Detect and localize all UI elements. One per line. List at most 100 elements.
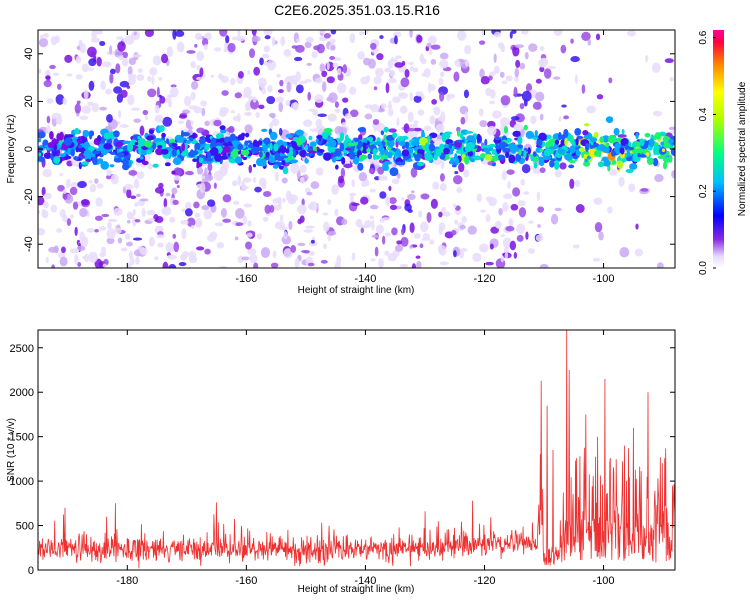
spectrogram-cell (168, 264, 177, 268)
spectrogram-cell (219, 30, 228, 37)
spectrogram-cell (285, 99, 291, 107)
spectrogram-cell (652, 110, 662, 117)
spectrogram-cell (176, 149, 180, 156)
spectrogram-cell (169, 86, 179, 98)
spectrogram-cell (268, 157, 277, 164)
spectrogram-cell (81, 161, 89, 166)
spectrogram-cell (394, 244, 404, 252)
spectrogram-cell (582, 129, 589, 136)
spectrogram-cell (499, 71, 505, 78)
spectrogram-cell (543, 148, 552, 158)
y-tick-label: 20 (23, 95, 35, 107)
spectrogram-cell (326, 61, 330, 71)
spectrogram-cell (41, 186, 46, 196)
spectrogram-cell (38, 227, 46, 236)
spectrogram-cell (172, 233, 177, 239)
spectrogram-cell (433, 154, 438, 161)
spectrogram-cell (480, 75, 490, 85)
spectrogram-cell (173, 241, 180, 253)
spectrogram-cell (439, 173, 445, 182)
spectrogram-cell (379, 218, 385, 223)
spectrogram-cell (661, 148, 666, 153)
spectrogram-cell (295, 129, 304, 136)
x-tick-label: -120 (473, 273, 495, 285)
spectrogram-cell (102, 263, 107, 268)
spectrogram-cell (512, 130, 521, 138)
spectrogram-cell (364, 113, 373, 120)
spectrogram-cell (521, 90, 532, 102)
spectrogram-cell (385, 196, 391, 206)
colorbar-tick-label: 0.6 (698, 30, 709, 44)
spectrogram-cell (76, 245, 86, 251)
spectrogram-cell (611, 160, 617, 165)
spectrogram-cell (464, 155, 470, 165)
spectrogram-cell (125, 233, 131, 240)
spectrogram-cell (330, 30, 337, 35)
spectrogram-cell (199, 67, 204, 77)
spectrogram-cell (583, 123, 590, 127)
spectrogram-cell (517, 144, 524, 149)
spectrogram-cell (106, 113, 113, 123)
spectrogram-cell (613, 127, 620, 136)
spectrogram-cell (240, 149, 250, 156)
spectrogram-cell (409, 92, 413, 102)
spectrogram-cell (80, 199, 90, 206)
spectrogram-cell (115, 63, 121, 74)
spectrogram-cell (314, 94, 324, 103)
spectrogram-cell (511, 30, 517, 34)
spectrogram-cell (282, 166, 289, 175)
spectrogram-cell (81, 105, 92, 114)
spectrogram-cell (272, 164, 279, 169)
spectrogram-cell (306, 191, 313, 196)
spectrogram-cell (378, 175, 388, 181)
spectrogram-cell (105, 174, 112, 180)
spectrogram-cell (214, 153, 222, 162)
spectrogram-cell (539, 167, 546, 174)
x-tick-label: -100 (593, 273, 615, 285)
spectrogram-cell (389, 204, 398, 211)
spectrogram-cell (311, 51, 318, 59)
spectrogram-cell (172, 157, 182, 166)
spectrogram-cell (569, 145, 576, 154)
spectrogram-cell (456, 139, 465, 143)
spectrogram-cell (171, 170, 176, 175)
spectrogram-cell (323, 127, 333, 134)
spectrogram-cell (118, 55, 125, 61)
spectrogram-cell (575, 137, 579, 146)
spectrogram-cell (306, 62, 312, 66)
spectrogram-cell (295, 71, 301, 82)
spectrogram-cell (391, 178, 400, 185)
spectrogram-cell (586, 155, 592, 160)
spectrogram-cell (144, 30, 154, 38)
spectrogram-cell (41, 208, 46, 218)
spectrogram-cell (358, 154, 368, 160)
spectrogram-cell (307, 91, 312, 101)
spectrogram-cell (77, 181, 87, 189)
spectrogram-cell (372, 148, 378, 156)
spectrogram-cell (241, 185, 249, 190)
spectrogram-cell (213, 182, 217, 189)
spectrogram-cell (491, 162, 496, 167)
spectrogram-cell (120, 89, 128, 98)
spectrogram-cell (193, 201, 200, 209)
spectrogram-cell (222, 218, 232, 223)
spectrogram-cell (410, 167, 418, 178)
spectrogram-cell (505, 225, 515, 232)
spectrogram-cell (321, 70, 328, 78)
spectrogram-cell (413, 95, 422, 103)
spectrogram-cell (264, 35, 271, 40)
spectrogram-cell (635, 223, 639, 230)
spectrogram-cell (514, 44, 524, 49)
spectrogram-cell (367, 153, 372, 160)
spectrogram-cell (188, 125, 193, 131)
spectrogram-cell (119, 80, 130, 88)
spectrogram-cell (261, 158, 267, 167)
spectrogram-cell (130, 107, 141, 111)
spectrogram-cell (249, 254, 258, 263)
spectrogram-cell (605, 142, 610, 148)
spectrogram-cell (500, 255, 505, 263)
spectrogram-cell (101, 61, 112, 68)
spectrogram-cell (559, 162, 567, 170)
spectrogram-cell (332, 62, 339, 69)
spectrogram-cell (429, 239, 435, 245)
